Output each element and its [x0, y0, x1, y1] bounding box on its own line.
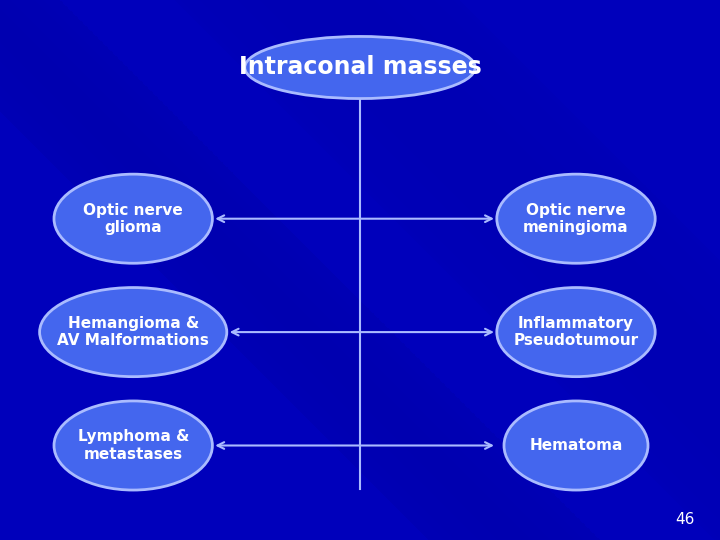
Text: Hematoma: Hematoma	[529, 438, 623, 453]
Ellipse shape	[54, 401, 212, 490]
Text: Optic nerve
glioma: Optic nerve glioma	[84, 202, 183, 235]
Ellipse shape	[497, 287, 655, 377]
Ellipse shape	[54, 174, 212, 263]
Ellipse shape	[40, 287, 227, 377]
Ellipse shape	[504, 401, 648, 490]
Text: Inflammatory
Pseudotumour: Inflammatory Pseudotumour	[513, 316, 639, 348]
Text: Hemangioma &
AV Malformations: Hemangioma & AV Malformations	[58, 316, 209, 348]
Text: 46: 46	[675, 511, 695, 526]
Ellipse shape	[497, 174, 655, 263]
Text: Lymphoma &
metastases: Lymphoma & metastases	[78, 429, 189, 462]
Text: Optic nerve
meningioma: Optic nerve meningioma	[523, 202, 629, 235]
Text: Intraconal masses: Intraconal masses	[238, 56, 482, 79]
Ellipse shape	[245, 36, 475, 98]
